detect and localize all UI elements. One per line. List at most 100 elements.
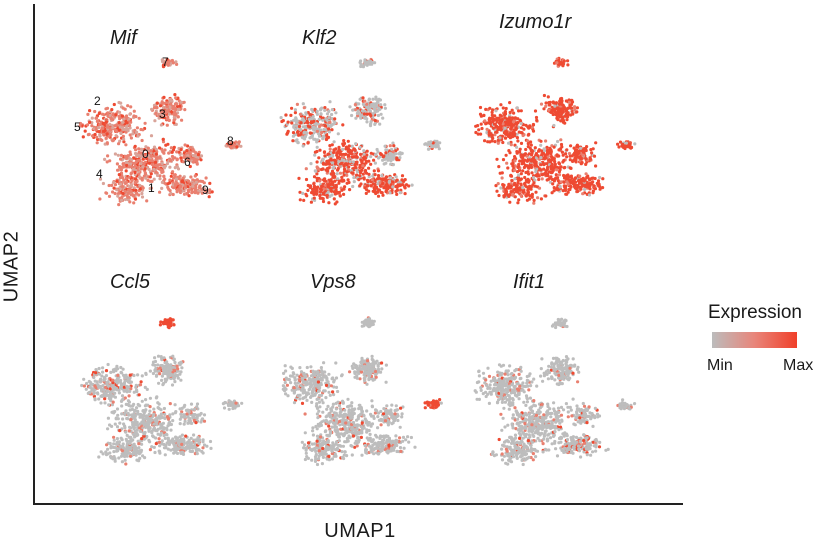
cell-point bbox=[121, 417, 125, 421]
cell-point bbox=[371, 174, 375, 178]
cell-point bbox=[379, 103, 383, 107]
cell-point bbox=[129, 189, 133, 193]
cell-point bbox=[119, 153, 123, 157]
cell-point bbox=[334, 111, 338, 115]
cell-point bbox=[297, 133, 301, 137]
cell-point bbox=[435, 139, 439, 143]
cell-point bbox=[119, 399, 124, 403]
cell-point bbox=[123, 458, 127, 462]
cell-point bbox=[315, 179, 319, 183]
cell-point bbox=[534, 190, 538, 194]
cell-point bbox=[154, 147, 158, 151]
umap-plot bbox=[281, 316, 443, 467]
cell-point bbox=[367, 159, 371, 163]
cell-point bbox=[179, 412, 183, 416]
cell-point bbox=[363, 168, 368, 173]
cell-point bbox=[226, 403, 231, 408]
cell-point bbox=[384, 189, 388, 194]
cell-point bbox=[136, 439, 140, 443]
cell-point bbox=[172, 357, 176, 361]
cell-point bbox=[517, 109, 521, 113]
cell-point bbox=[333, 175, 337, 179]
cell-point bbox=[209, 446, 213, 450]
cell-point bbox=[382, 162, 386, 166]
cell-point bbox=[379, 152, 383, 157]
cell-point bbox=[323, 179, 327, 183]
cell-point bbox=[158, 174, 162, 178]
cell-point bbox=[165, 415, 169, 419]
cell-point bbox=[195, 161, 199, 165]
cell-point bbox=[84, 387, 88, 391]
cell-point bbox=[533, 178, 537, 182]
cell-point bbox=[306, 141, 310, 145]
cell-point bbox=[569, 144, 573, 148]
cell-point bbox=[341, 123, 345, 127]
cell-point bbox=[331, 166, 335, 170]
cell-point bbox=[588, 178, 592, 182]
cell-point bbox=[139, 448, 144, 452]
cell-point bbox=[237, 140, 241, 144]
cell-point bbox=[222, 406, 227, 410]
cell-point bbox=[284, 369, 288, 373]
cell-point bbox=[580, 161, 584, 165]
cell-point bbox=[115, 188, 119, 192]
cell-point bbox=[179, 378, 183, 382]
cell-point bbox=[180, 433, 184, 437]
cell-point bbox=[165, 363, 169, 367]
cell-point bbox=[187, 410, 191, 414]
cell-point bbox=[110, 183, 114, 187]
cell-point bbox=[517, 164, 521, 169]
cell-point bbox=[152, 177, 156, 181]
cell-point bbox=[168, 317, 172, 321]
cell-point bbox=[528, 124, 532, 128]
cell-point bbox=[158, 323, 162, 327]
cell-point bbox=[123, 396, 127, 400]
cell-point bbox=[128, 133, 132, 137]
cell-point bbox=[129, 380, 133, 384]
cell-point bbox=[551, 100, 555, 104]
cell-point bbox=[86, 123, 90, 127]
cell-point bbox=[144, 371, 148, 375]
cell-point bbox=[318, 124, 322, 129]
cell-point bbox=[323, 370, 327, 374]
cell-point bbox=[343, 185, 347, 189]
cell-point bbox=[179, 156, 183, 160]
cell-point bbox=[110, 108, 114, 112]
cell-point bbox=[507, 149, 511, 153]
cell-point bbox=[125, 156, 129, 160]
cell-point bbox=[398, 191, 402, 195]
cell-point bbox=[234, 401, 238, 405]
cell-point bbox=[80, 383, 84, 388]
cell-point bbox=[506, 166, 510, 170]
cell-point bbox=[372, 158, 376, 162]
cell-point bbox=[138, 404, 142, 408]
cell-point bbox=[160, 378, 164, 382]
cell-point bbox=[155, 105, 159, 109]
cell-point bbox=[301, 144, 305, 148]
cell-point bbox=[352, 180, 356, 184]
cell-point bbox=[144, 145, 148, 149]
x-axis-label: UMAP1 bbox=[324, 520, 396, 542]
cell-point bbox=[344, 162, 348, 166]
cell-point bbox=[108, 159, 112, 163]
cell-point bbox=[166, 447, 170, 451]
cell-point bbox=[573, 151, 577, 155]
cell-point bbox=[123, 197, 128, 202]
cell-point bbox=[516, 201, 520, 205]
cell-point bbox=[488, 106, 492, 110]
cell-point bbox=[148, 405, 152, 409]
cell-point bbox=[317, 134, 322, 138]
cell-point bbox=[510, 116, 515, 120]
cell-point bbox=[147, 167, 151, 171]
cell-point bbox=[483, 119, 487, 123]
cell-point bbox=[181, 179, 185, 183]
cell-point bbox=[137, 459, 141, 463]
cell-point bbox=[348, 105, 352, 109]
cell-point bbox=[101, 384, 105, 388]
cell-point bbox=[334, 376, 339, 380]
cell-point bbox=[133, 144, 137, 148]
cell-point bbox=[501, 140, 505, 145]
cell-point bbox=[207, 195, 211, 199]
cell-point bbox=[633, 142, 637, 146]
cell-point bbox=[372, 106, 377, 110]
